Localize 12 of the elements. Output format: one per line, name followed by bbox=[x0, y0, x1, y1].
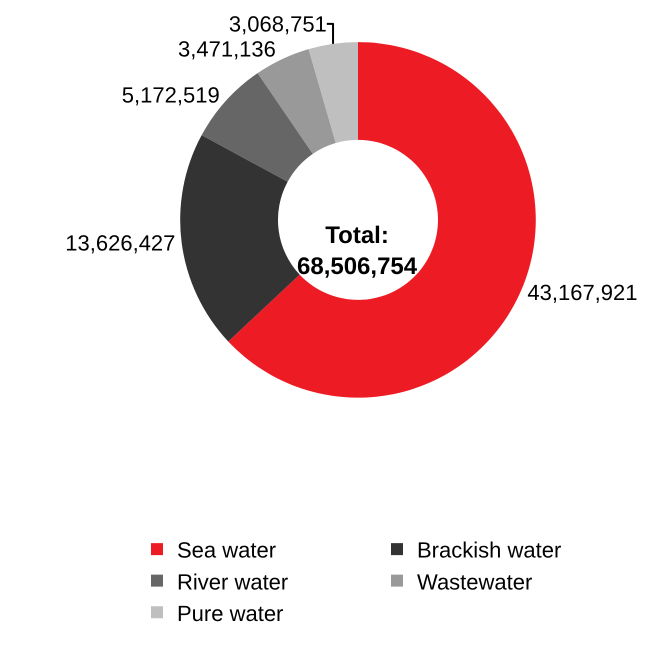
legend-label: Brackish water bbox=[417, 538, 562, 563]
data-label: 3,471,136 bbox=[178, 36, 276, 62]
data-label: 43,167,921 bbox=[527, 280, 638, 306]
legend-label: Sea water bbox=[177, 538, 276, 563]
legend-label: River water bbox=[177, 569, 288, 594]
data-label: 13,626,427 bbox=[65, 230, 176, 256]
donut-slice bbox=[308, 42, 358, 144]
data-label: 5,172,519 bbox=[122, 82, 220, 108]
legend-label: Wastewater bbox=[417, 569, 532, 594]
legend-label: Pure water bbox=[177, 600, 284, 626]
text: Total: 68,506,754 bbox=[297, 222, 418, 280]
data-label: 3,068,751 bbox=[228, 11, 327, 36]
